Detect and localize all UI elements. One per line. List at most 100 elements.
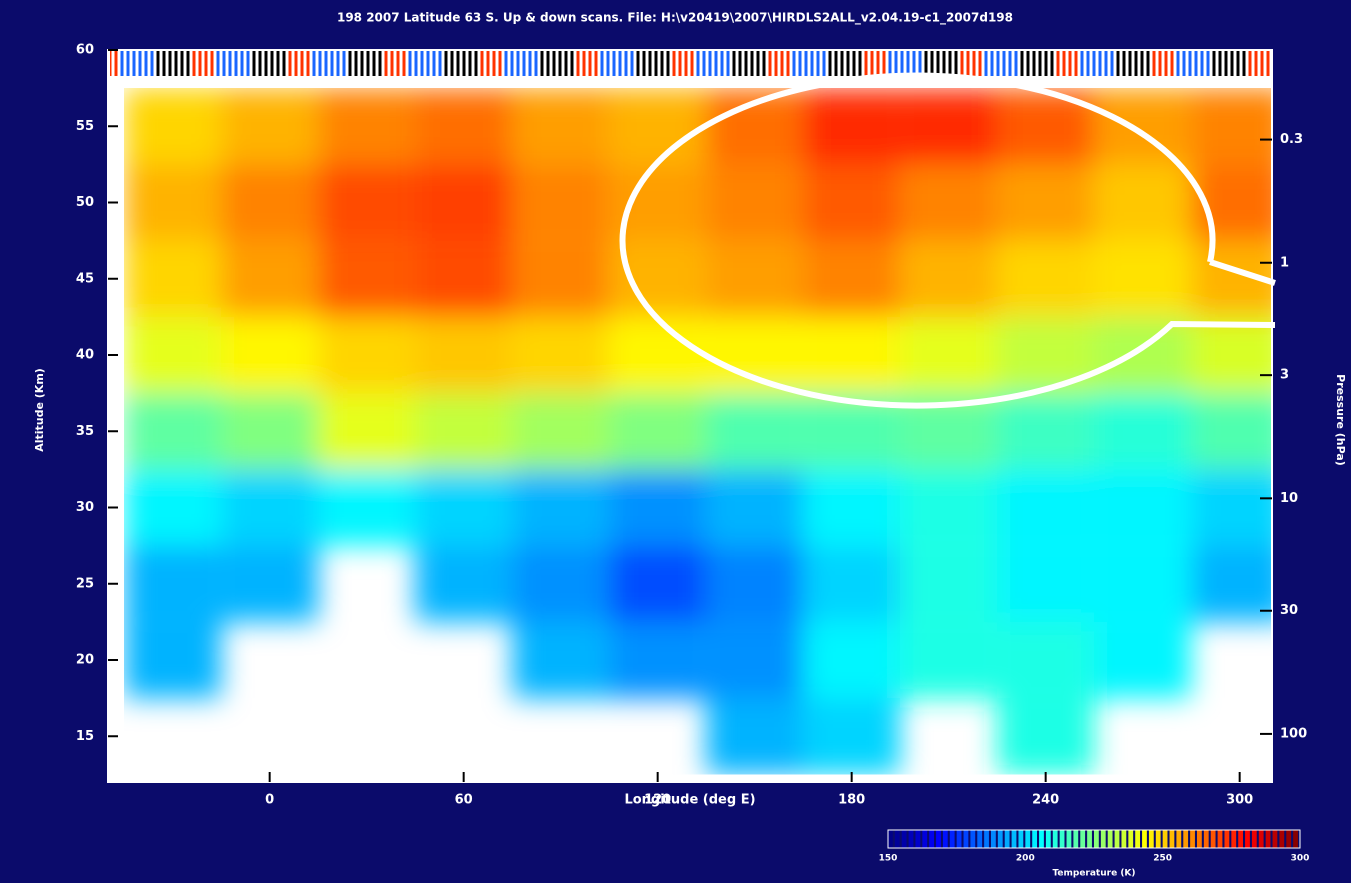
field-cell xyxy=(124,469,222,546)
colorbar-swatch xyxy=(888,830,893,848)
field-cell xyxy=(318,469,416,546)
colorbar-tick-label: 150 xyxy=(879,854,898,864)
y-tick-label: 40 xyxy=(76,348,94,363)
colorbar-swatch xyxy=(936,830,941,848)
colorbar-swatch xyxy=(1135,830,1141,848)
colorbar-swatch xyxy=(1251,830,1257,848)
colorbar-swatch xyxy=(977,830,983,848)
field-cell xyxy=(415,469,513,546)
field-cell xyxy=(1094,240,1192,317)
x-tick-label: 300 xyxy=(1226,793,1253,808)
field-cell xyxy=(997,240,1095,317)
field-cell xyxy=(803,240,901,317)
field-cell xyxy=(415,393,513,470)
field-cell xyxy=(1191,88,1272,165)
y2-tick-label: 10 xyxy=(1280,491,1298,506)
field-cell xyxy=(318,240,416,317)
field-cell xyxy=(1191,469,1272,546)
field-cell xyxy=(221,393,319,470)
colorbar-swatch xyxy=(908,830,914,848)
y-tick-label: 60 xyxy=(76,43,94,58)
field-cell xyxy=(318,88,416,165)
colorbar-swatch xyxy=(1073,830,1079,848)
x-tick-label: 240 xyxy=(1032,793,1059,808)
colorbar-swatch xyxy=(922,830,928,848)
colorbar-tick-label: 200 xyxy=(1016,854,1035,864)
x-axis-label: Longitude (deg E) xyxy=(624,793,755,808)
colorbar-swatch xyxy=(1224,830,1230,848)
field-cell xyxy=(803,545,901,622)
field-cell xyxy=(124,88,222,165)
y2-tick-label: 3 xyxy=(1280,368,1289,383)
colorbar-swatch xyxy=(1142,830,1147,848)
colorbar-tick-label: 250 xyxy=(1153,854,1172,864)
colorbar-swatch xyxy=(1286,830,1292,848)
field-cell xyxy=(900,469,998,546)
colorbar-swatch xyxy=(1025,830,1031,848)
colorbar-swatch xyxy=(949,830,955,848)
colorbar-swatch xyxy=(1162,830,1168,848)
colorbar-swatch xyxy=(1107,830,1113,848)
field-cell xyxy=(318,316,416,394)
colorbar-swatch xyxy=(1265,830,1271,848)
y2-tick-label: 100 xyxy=(1280,726,1307,741)
colorbar-swatch xyxy=(1279,830,1285,848)
colorbar-swatch xyxy=(915,830,921,848)
x-tick-label: 0 xyxy=(265,793,274,808)
y-tick-label: 15 xyxy=(76,729,94,744)
colorbar-swatch xyxy=(1039,830,1044,848)
colorbar-swatch xyxy=(1011,830,1017,848)
field-cell xyxy=(512,240,610,317)
field-cell xyxy=(1191,393,1272,470)
y-tick-label: 45 xyxy=(76,271,94,286)
field-cell xyxy=(706,88,804,165)
field-cell xyxy=(124,164,222,241)
field-cell xyxy=(221,164,319,241)
field-cell xyxy=(124,316,222,394)
colorbar-swatch xyxy=(1066,830,1072,848)
colorbar-swatch xyxy=(1080,830,1086,848)
colorbar-swatch xyxy=(1258,830,1264,848)
field-cell xyxy=(706,621,804,699)
colorbar-swatch xyxy=(1128,830,1134,848)
colorbar-swatch xyxy=(956,830,962,848)
colorbar-swatch xyxy=(1217,830,1223,848)
field-cell xyxy=(609,88,707,165)
colorbar-swatch xyxy=(1245,830,1250,848)
colorbar-swatch xyxy=(1100,830,1106,848)
field-cell xyxy=(221,88,319,165)
field-cell xyxy=(318,164,416,241)
field-cell xyxy=(318,393,416,470)
x-tick-label: 120 xyxy=(644,793,671,808)
y-tick-label: 35 xyxy=(76,424,94,439)
field-cell xyxy=(1191,240,1272,317)
field xyxy=(124,88,1272,775)
field-cell xyxy=(1191,316,1272,394)
field-cell xyxy=(706,469,804,546)
field-cell xyxy=(609,469,707,546)
field-cell xyxy=(124,545,222,622)
field-cell xyxy=(706,316,804,394)
colorbar-swatch xyxy=(1087,830,1092,848)
field-cell xyxy=(803,164,901,241)
colorbar-swatch xyxy=(1231,830,1237,848)
field-cell xyxy=(803,469,901,546)
colorbar-swatch xyxy=(1121,830,1127,848)
field-cell xyxy=(900,240,998,317)
colorbar-swatch xyxy=(1169,830,1175,848)
field-cell xyxy=(900,164,998,241)
field-cell xyxy=(1094,621,1192,699)
field-cell xyxy=(609,393,707,470)
x-tick-label: 60 xyxy=(455,793,473,808)
field-cell xyxy=(997,316,1095,394)
colorbar-swatch xyxy=(1004,830,1010,848)
colorbar-tick-label: 300 xyxy=(1291,854,1310,864)
field-cell xyxy=(900,88,998,165)
field-cell xyxy=(803,316,901,394)
y2-tick-label: 30 xyxy=(1280,603,1298,618)
colorbar-swatch xyxy=(1045,830,1051,848)
field-cell xyxy=(706,545,804,622)
y-tick-label: 55 xyxy=(76,119,94,134)
field-cell xyxy=(900,316,998,394)
y-tick-label: 50 xyxy=(76,195,94,210)
